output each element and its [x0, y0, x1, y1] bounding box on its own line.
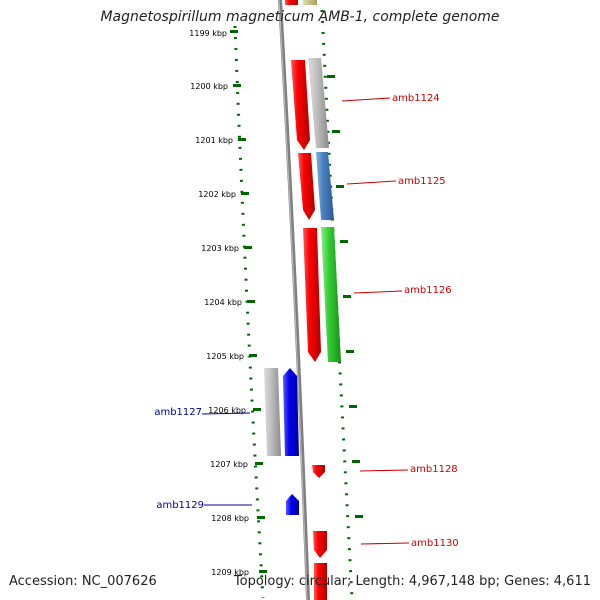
gene-leader-line	[346, 180, 397, 185]
gene-label[interactable]: amb1125	[398, 176, 446, 187]
gene-leader-line	[359, 469, 409, 472]
ruler-tick: 1209 kbp	[211, 568, 267, 577]
gene-red-strand[interactable]	[313, 531, 327, 558]
genome-backbone	[278, 0, 310, 600]
gene-blue-strand[interactable]	[283, 368, 299, 456]
ruler: 1199 kbp 1200 kbp 1201 kbp 1202 kbp 1203…	[189, 29, 267, 577]
ruler-label: 1201 kbp	[195, 136, 233, 145]
gene-amb1127[interactable]: amb1127	[154, 368, 299, 456]
gene-amb1130[interactable]: amb1130	[313, 531, 459, 558]
ruler-tick: 1203 kbp	[201, 244, 252, 253]
gene-steelblue[interactable]	[316, 152, 334, 220]
ruler-label: 1206 kbp	[208, 406, 246, 415]
gene-leader-line	[353, 290, 403, 294]
gene-red-strand[interactable]	[291, 60, 310, 150]
ruler-label: 1203 kbp	[201, 244, 239, 253]
page-title: Magnetospirillum magneticum AMB-1, compl…	[100, 9, 500, 25]
gene-label[interactable]: amb1127	[154, 407, 202, 418]
ruler-label: 1208 kbp	[211, 514, 249, 523]
ruler-label: 1207 kbp	[210, 460, 248, 469]
gene-label[interactable]: amb1126	[404, 285, 452, 296]
gene-amb1125[interactable]: amb1125	[298, 152, 446, 220]
gene-leader-line	[341, 97, 391, 102]
ruler-label: 1202 kbp	[198, 190, 236, 199]
ruler-tick: 1205 kbp	[206, 352, 257, 361]
gene-leader-line	[360, 542, 410, 545]
gene-olive-fragment[interactable]	[303, 0, 317, 5]
right-ticks	[327, 75, 363, 518]
gene-gray[interactable]	[308, 58, 329, 148]
ruler-tick: 1206 kbp	[208, 406, 261, 415]
genome-backbone-highlight	[278, 0, 308, 600]
gene-blue-strand[interactable]	[286, 494, 299, 515]
gene-gray[interactable]	[264, 368, 281, 456]
gene-red-strand[interactable]	[312, 465, 325, 478]
gene-label[interactable]: amb1129	[156, 500, 204, 511]
ruler-label: 1205 kbp	[206, 352, 244, 361]
ruler-tick: 1199 kbp	[189, 29, 238, 38]
gene-label[interactable]: amb1124	[392, 93, 440, 104]
gene-red-fragment-bottom[interactable]	[314, 563, 327, 600]
gene-red-strand[interactable]	[298, 153, 315, 220]
gene-label[interactable]: amb1128	[410, 464, 458, 475]
ruler-label: 1209 kbp	[211, 568, 249, 577]
ruler-tick: 1204 kbp	[204, 298, 255, 307]
gene-green[interactable]	[321, 227, 341, 362]
ruler-label: 1204 kbp	[204, 298, 242, 307]
gene-amb1129[interactable]: amb1129	[156, 494, 299, 515]
gene-amb1124[interactable]: amb1124	[291, 58, 440, 150]
ruler-guide-left	[233, 25, 265, 599]
gene-amb1128[interactable]: amb1128	[312, 464, 458, 478]
ruler-label: 1199 kbp	[189, 29, 227, 38]
ruler-tick: 1208 kbp	[211, 514, 265, 523]
gene-red-fragment-top[interactable]	[285, 0, 298, 5]
ruler-tick: 1202 kbp	[198, 190, 249, 199]
gene-amb1126[interactable]: amb1126	[303, 227, 452, 362]
ruler-tick: 1207 kbp	[210, 460, 263, 469]
ruler-tick: 1201 kbp	[195, 136, 246, 145]
gene-label[interactable]: amb1130	[411, 538, 459, 549]
accession-label: Accession: NC_007626	[9, 574, 157, 589]
ruler-label: 1200 kbp	[190, 82, 228, 91]
ruler-tick: 1200 kbp	[190, 82, 241, 91]
gene-leader-line	[201, 412, 251, 415]
topology-summary: Topology: circular; Length: 4,967,148 bp…	[233, 574, 591, 589]
gene-red-strand[interactable]	[303, 228, 321, 362]
